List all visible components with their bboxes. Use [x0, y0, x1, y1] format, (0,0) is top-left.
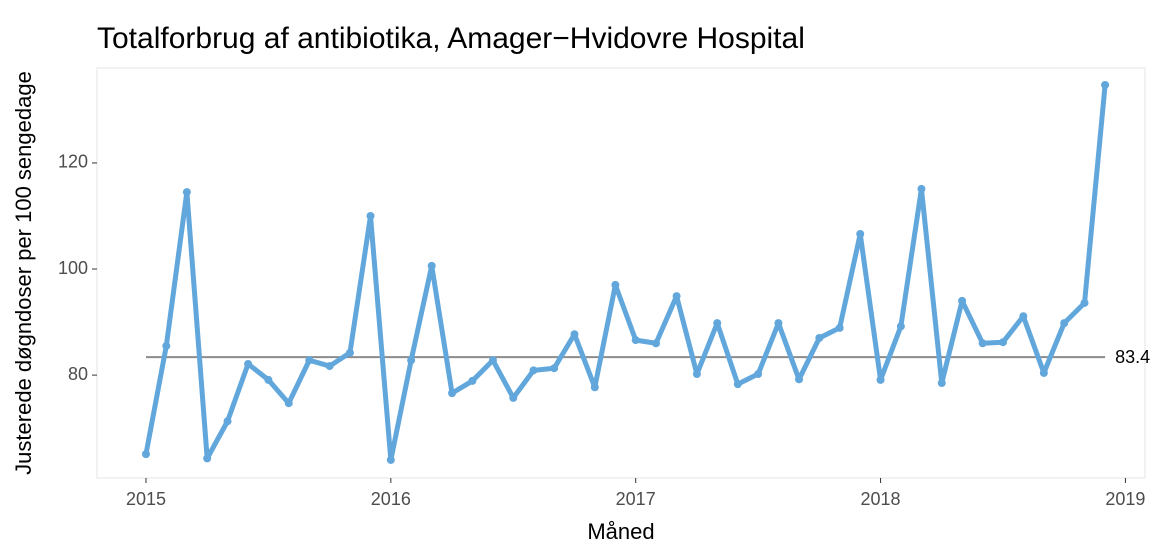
data-point [550, 364, 559, 373]
data-point [856, 230, 865, 239]
data-point [244, 359, 253, 368]
x-tick-label: 2015 [126, 489, 166, 509]
data-point [427, 261, 436, 270]
data-point [917, 184, 926, 193]
y-axis-label: Justerede døgndoser per 100 sengedage [11, 71, 36, 475]
data-point [876, 375, 885, 384]
data-point [733, 380, 742, 389]
y-tick-label: 100 [58, 258, 88, 278]
data-point [1019, 312, 1028, 321]
data-point [570, 330, 579, 339]
data-point [448, 389, 457, 398]
data-point [958, 296, 967, 305]
data-point [345, 348, 354, 357]
data-point [672, 292, 681, 301]
reference-label: 83.4 [1115, 347, 1150, 367]
x-tick-label: 2019 [1105, 489, 1145, 509]
data-point [366, 211, 375, 220]
data-point [223, 417, 232, 426]
data-point [590, 383, 599, 392]
data-point [631, 336, 640, 345]
chart-title: Totalforbrug af antibiotika, Amager−Hvid… [97, 22, 805, 55]
data-point [407, 356, 416, 365]
data-point [325, 362, 334, 371]
data-point [795, 375, 804, 384]
data-point [937, 379, 946, 388]
data-point [529, 366, 538, 375]
x-axis-label: Måned [587, 519, 654, 544]
data-point [203, 454, 212, 463]
data-point [284, 399, 293, 408]
data-point [611, 280, 620, 289]
x-tick-label: 2018 [861, 489, 901, 509]
data-point [998, 338, 1007, 347]
data-point [652, 339, 661, 348]
data-point [1060, 319, 1069, 328]
data-point [488, 356, 497, 365]
x-tick-label: 2016 [371, 489, 411, 509]
data-point [386, 455, 395, 464]
data-point [1039, 368, 1048, 377]
data-point [754, 370, 763, 379]
data-point [162, 341, 171, 350]
data-point [978, 339, 987, 348]
data-point [774, 319, 783, 328]
data-point [182, 188, 191, 197]
data-point [509, 393, 518, 402]
data-line [143, 84, 1108, 463]
data-point [1101, 80, 1110, 89]
data-point [305, 356, 314, 365]
panel-border [96, 67, 1146, 479]
data-point [141, 450, 150, 459]
data-point [815, 333, 824, 342]
data-point [468, 376, 477, 385]
data-point [264, 375, 273, 384]
data-point [1080, 298, 1089, 307]
y-tick-label: 80 [68, 364, 88, 384]
y-tick-label: 120 [58, 152, 88, 172]
x-tick-label: 2017 [616, 489, 656, 509]
data-point [692, 370, 701, 379]
data-point [713, 319, 722, 328]
data-point [835, 323, 844, 332]
data-point [896, 322, 905, 331]
